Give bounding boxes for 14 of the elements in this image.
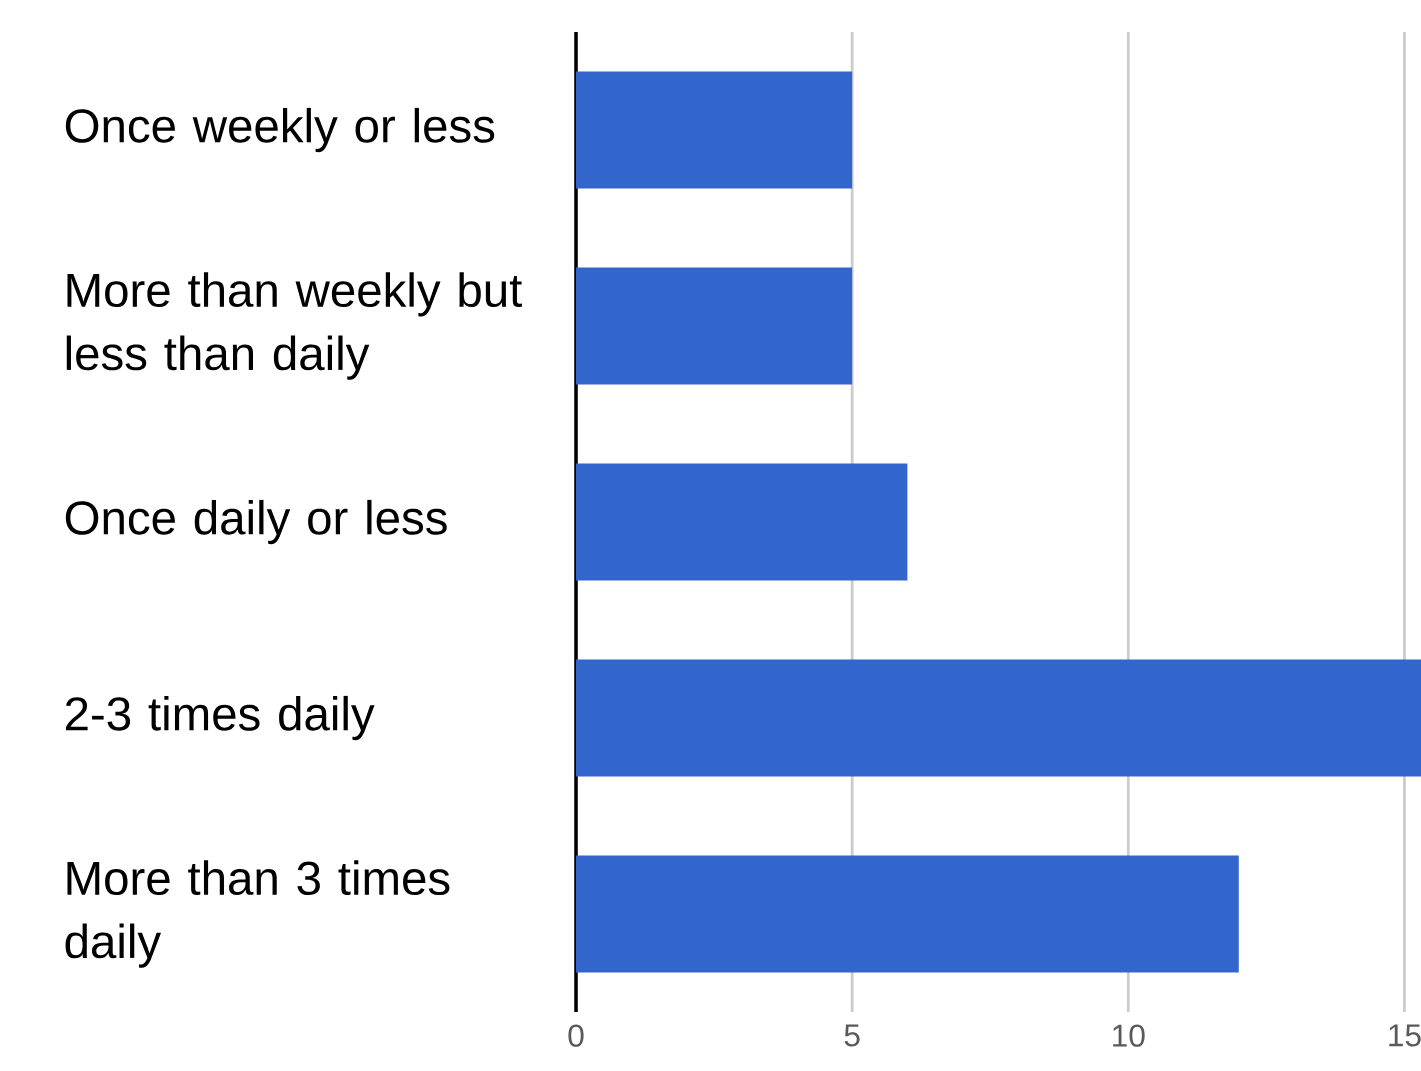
bar [576,855,1239,973]
bar [576,267,853,385]
y-tick-label: More than weekly but less than daily [66,272,522,380]
y-tick-label: Once weekly or less [65,107,495,153]
bar [576,463,908,581]
bar [576,71,853,189]
y-tick-label: 2-3 times daily [65,695,375,741]
y-tick-label: More than 3 times daily [65,860,450,968]
x-tick-label: 15 [1389,1024,1421,1047]
y-tick-label: Once daily or less [65,499,447,545]
x-tick-label: 5 [844,1024,860,1047]
bar [576,659,1421,777]
x-tick-label: 0 [568,1024,584,1047]
x-tick-label: 10 [1113,1024,1145,1047]
